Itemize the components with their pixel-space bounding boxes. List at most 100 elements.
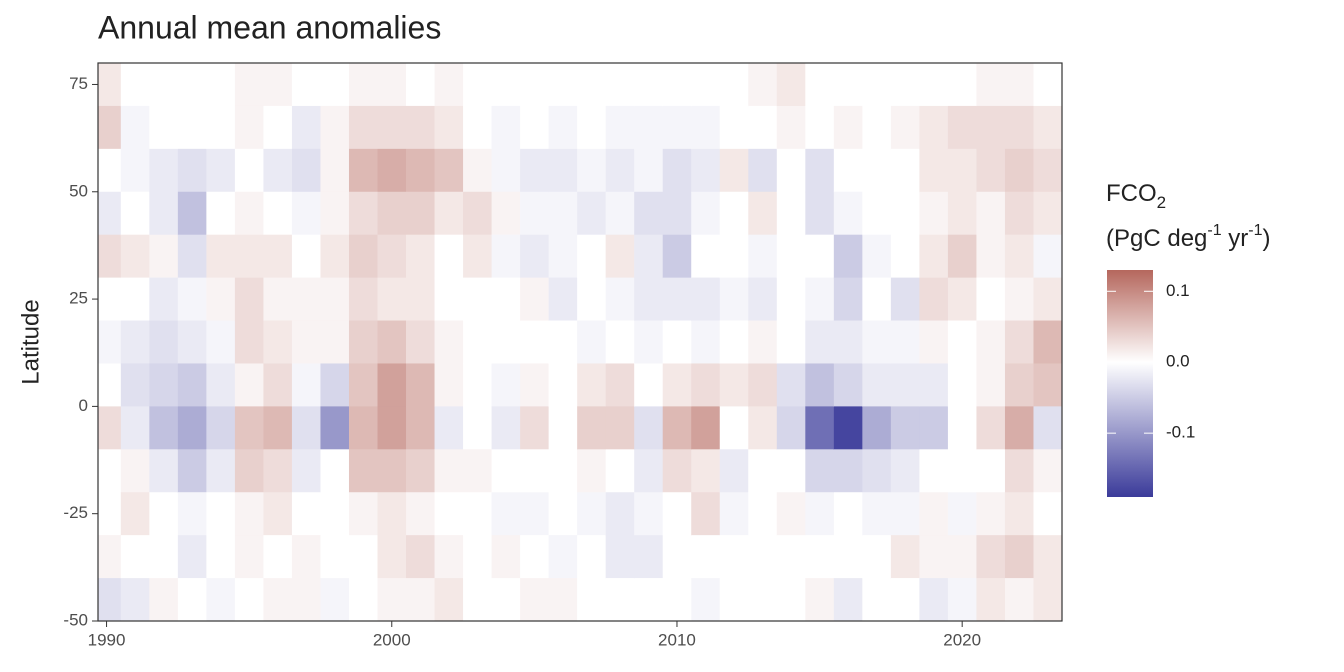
heatmap-cell (406, 191, 436, 236)
heatmap-cell (463, 406, 493, 450)
heatmap-cell (662, 63, 692, 107)
heatmap-cell (320, 406, 350, 450)
heatmap-cell (98, 63, 122, 107)
heatmap-cell (463, 105, 493, 150)
heatmap-cell (662, 191, 692, 236)
heatmap-cell (348, 449, 379, 493)
heatmap-cell (691, 492, 721, 536)
heatmap-cell (291, 234, 322, 279)
heatmap-cell (691, 449, 721, 493)
heatmap-cells (98, 63, 1062, 621)
heatmap-cell (491, 63, 521, 107)
heatmap-cell (605, 320, 635, 365)
heatmap-cell (919, 63, 949, 107)
heatmap-cell (548, 363, 578, 407)
heatmap-cell (1004, 148, 1035, 193)
heatmap-cell (434, 406, 464, 450)
heatmap-cell (890, 578, 920, 621)
heatmap-cell (320, 449, 350, 493)
heatmap-cell (577, 492, 607, 536)
y-tick-label: 0 (79, 396, 88, 415)
heatmap-cell (177, 277, 207, 322)
x-tick-label: 2020 (943, 630, 981, 649)
heatmap-cell (548, 234, 578, 279)
heatmap-cell (776, 320, 806, 365)
heatmap-cell (662, 578, 692, 621)
heatmap-cell (406, 449, 436, 493)
heatmap-cell (206, 578, 236, 621)
heatmap-cell (776, 406, 806, 450)
heatmap-cell (748, 105, 778, 150)
heatmap-cell (206, 492, 236, 536)
heatmap-cell (776, 492, 806, 536)
heatmap-cell (662, 535, 692, 579)
heatmap-cell (377, 277, 407, 322)
heatmap-cell (206, 277, 236, 322)
heatmap-cell (1033, 578, 1062, 621)
heatmap-cell (406, 277, 436, 322)
heatmap-cell (947, 320, 978, 365)
heatmap-cell (748, 148, 778, 193)
heatmap-cell (1004, 320, 1035, 365)
heatmap-cell (1033, 320, 1062, 365)
heatmap-cell (348, 535, 379, 579)
heatmap-cell (719, 449, 749, 493)
heatmap-cell (976, 234, 1006, 279)
heatmap-cell (862, 363, 892, 407)
heatmap-cell (520, 148, 550, 193)
heatmap-cell (263, 320, 293, 365)
heatmap-cell (1004, 234, 1035, 279)
heatmap-cell (890, 406, 920, 450)
heatmap-cell (719, 63, 749, 107)
heatmap-cell (177, 492, 207, 536)
y-axis-label: Latitude (17, 299, 44, 384)
heatmap-cell (149, 578, 179, 621)
heatmap-cell (919, 277, 949, 322)
heatmap-cell (776, 148, 806, 193)
heatmap-cell (177, 63, 207, 107)
heatmap-cell (120, 320, 150, 365)
heatmap-cell (291, 492, 322, 536)
heatmap-cell (862, 105, 892, 150)
heatmap-cell (577, 578, 607, 621)
heatmap-cell (776, 535, 806, 579)
heatmap-cell (434, 363, 464, 407)
heatmap-cell (919, 320, 949, 365)
heatmap-cell (206, 148, 236, 193)
heatmap-cell (98, 492, 122, 536)
heatmap-cell (691, 148, 721, 193)
heatmap-cell (748, 492, 778, 536)
heatmap-cell (805, 363, 835, 407)
heatmap-cell (348, 277, 379, 322)
heatmap-cell (919, 406, 949, 450)
heatmap-cell (149, 320, 179, 365)
heatmap-cell (976, 191, 1006, 236)
heatmap-cell (605, 63, 635, 107)
heatmap-cell (98, 406, 122, 450)
heatmap-cell (377, 363, 407, 407)
heatmap-cell (748, 363, 778, 407)
heatmap-cell (805, 277, 835, 322)
heatmap-cell (976, 320, 1006, 365)
heatmap-cell (98, 105, 122, 150)
heatmap-cell (1004, 535, 1035, 579)
heatmap-cell (1004, 492, 1035, 536)
heatmap-cell (206, 406, 236, 450)
heatmap-cell (919, 492, 949, 536)
heatmap-cell (348, 578, 379, 621)
heatmap-cell (662, 492, 692, 536)
heatmap-cell (577, 449, 607, 493)
heatmap-cell (206, 363, 236, 407)
heatmap-cell (491, 105, 521, 150)
heatmap-cell (833, 535, 863, 579)
heatmap-cell (291, 406, 322, 450)
heatmap-cell (748, 63, 778, 107)
heatmap-cell (234, 578, 265, 621)
heatmap-cell (634, 449, 664, 493)
legend-units-part: ) (1263, 225, 1271, 252)
heatmap-cell (491, 277, 521, 322)
heatmap-cell (919, 449, 949, 493)
heatmap-cell (98, 148, 122, 193)
heatmap-cell (348, 105, 379, 150)
heatmap-cell (748, 234, 778, 279)
